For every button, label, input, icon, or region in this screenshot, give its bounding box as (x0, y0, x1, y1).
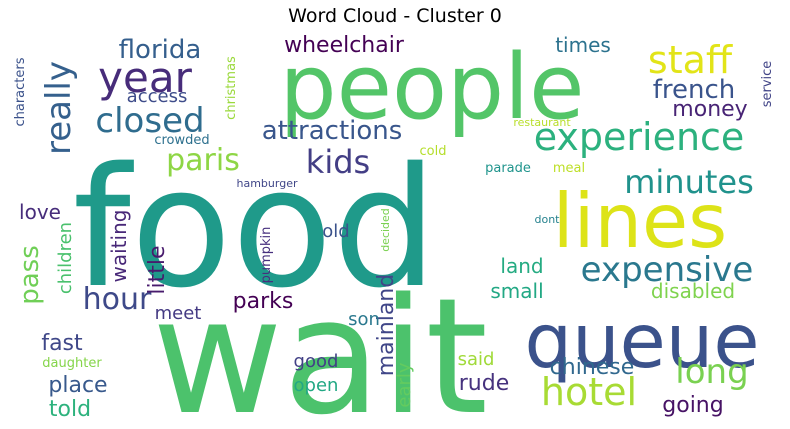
word-minutes: minutes (624, 163, 754, 201)
word-hour: hour (83, 282, 152, 317)
word-parks: parks (233, 289, 294, 314)
word-really: really (39, 61, 79, 155)
word-staff: staff (648, 38, 733, 82)
word-good: good (294, 351, 339, 372)
word-said: said (458, 349, 495, 370)
word-hamburger: hamburger (237, 177, 298, 190)
word-land: land (500, 254, 543, 278)
word-pass: pass (15, 245, 45, 305)
word-open: open (294, 375, 339, 396)
word-long: long (675, 352, 748, 392)
word-going: going (662, 393, 723, 418)
word-people: people (279, 35, 584, 140)
word-daughter: daughter (42, 356, 102, 371)
word-wheelchair: wheelchair (284, 33, 405, 58)
word-waiting: waiting (107, 210, 131, 283)
word-kids: kids (306, 143, 370, 181)
word-year: year (98, 53, 192, 102)
word-attractions: attractions (262, 116, 403, 146)
word-closed: closed (95, 101, 204, 141)
word-parade: parade (485, 161, 531, 176)
word-mainland: mainland (374, 274, 399, 376)
word-service: service (760, 61, 775, 108)
word-florida: florida (119, 35, 202, 65)
word-money: money (672, 97, 747, 122)
word-expensive: expensive (581, 250, 754, 290)
word-access: access (127, 86, 188, 107)
word-rude: rude (459, 371, 510, 396)
word-love: love (19, 200, 61, 224)
word-french: french (653, 75, 736, 105)
word-early: early (394, 362, 415, 408)
chart-title: Word Cloud - Cluster 0 (288, 5, 502, 27)
word-meal: meal (553, 161, 585, 176)
word-characters: characters (13, 57, 28, 126)
word-crowded: crowded (154, 133, 209, 148)
word-told: told (49, 397, 91, 422)
word-lines: lines (553, 177, 727, 265)
word-pumpkin: pumpkin (259, 227, 274, 284)
word-food: food (73, 132, 438, 324)
word-children: children (55, 222, 76, 294)
word-disabled: disabled (651, 279, 735, 303)
word-times: times (555, 33, 611, 57)
word-paris: paris (166, 143, 240, 178)
word-old: old (322, 221, 349, 242)
word-hotel: hotel (541, 370, 637, 414)
word-restaurant: restaurant (513, 116, 571, 129)
word-little: little (145, 245, 170, 294)
word-son: son (348, 309, 380, 330)
word-christmas: christmas (224, 56, 239, 120)
word-queue: queue (525, 297, 760, 385)
word-experience: experience (534, 115, 745, 159)
word-decided: decided (379, 208, 392, 252)
word-small: small (490, 279, 543, 303)
word-meet: meet (155, 303, 202, 324)
word-chinese: chinese (550, 355, 635, 380)
word-fast: fast (41, 331, 83, 356)
word-wait: wait (152, 263, 488, 429)
word-place: place (48, 373, 107, 398)
word-dont: dont (535, 213, 561, 226)
word-cold: cold (420, 144, 447, 159)
